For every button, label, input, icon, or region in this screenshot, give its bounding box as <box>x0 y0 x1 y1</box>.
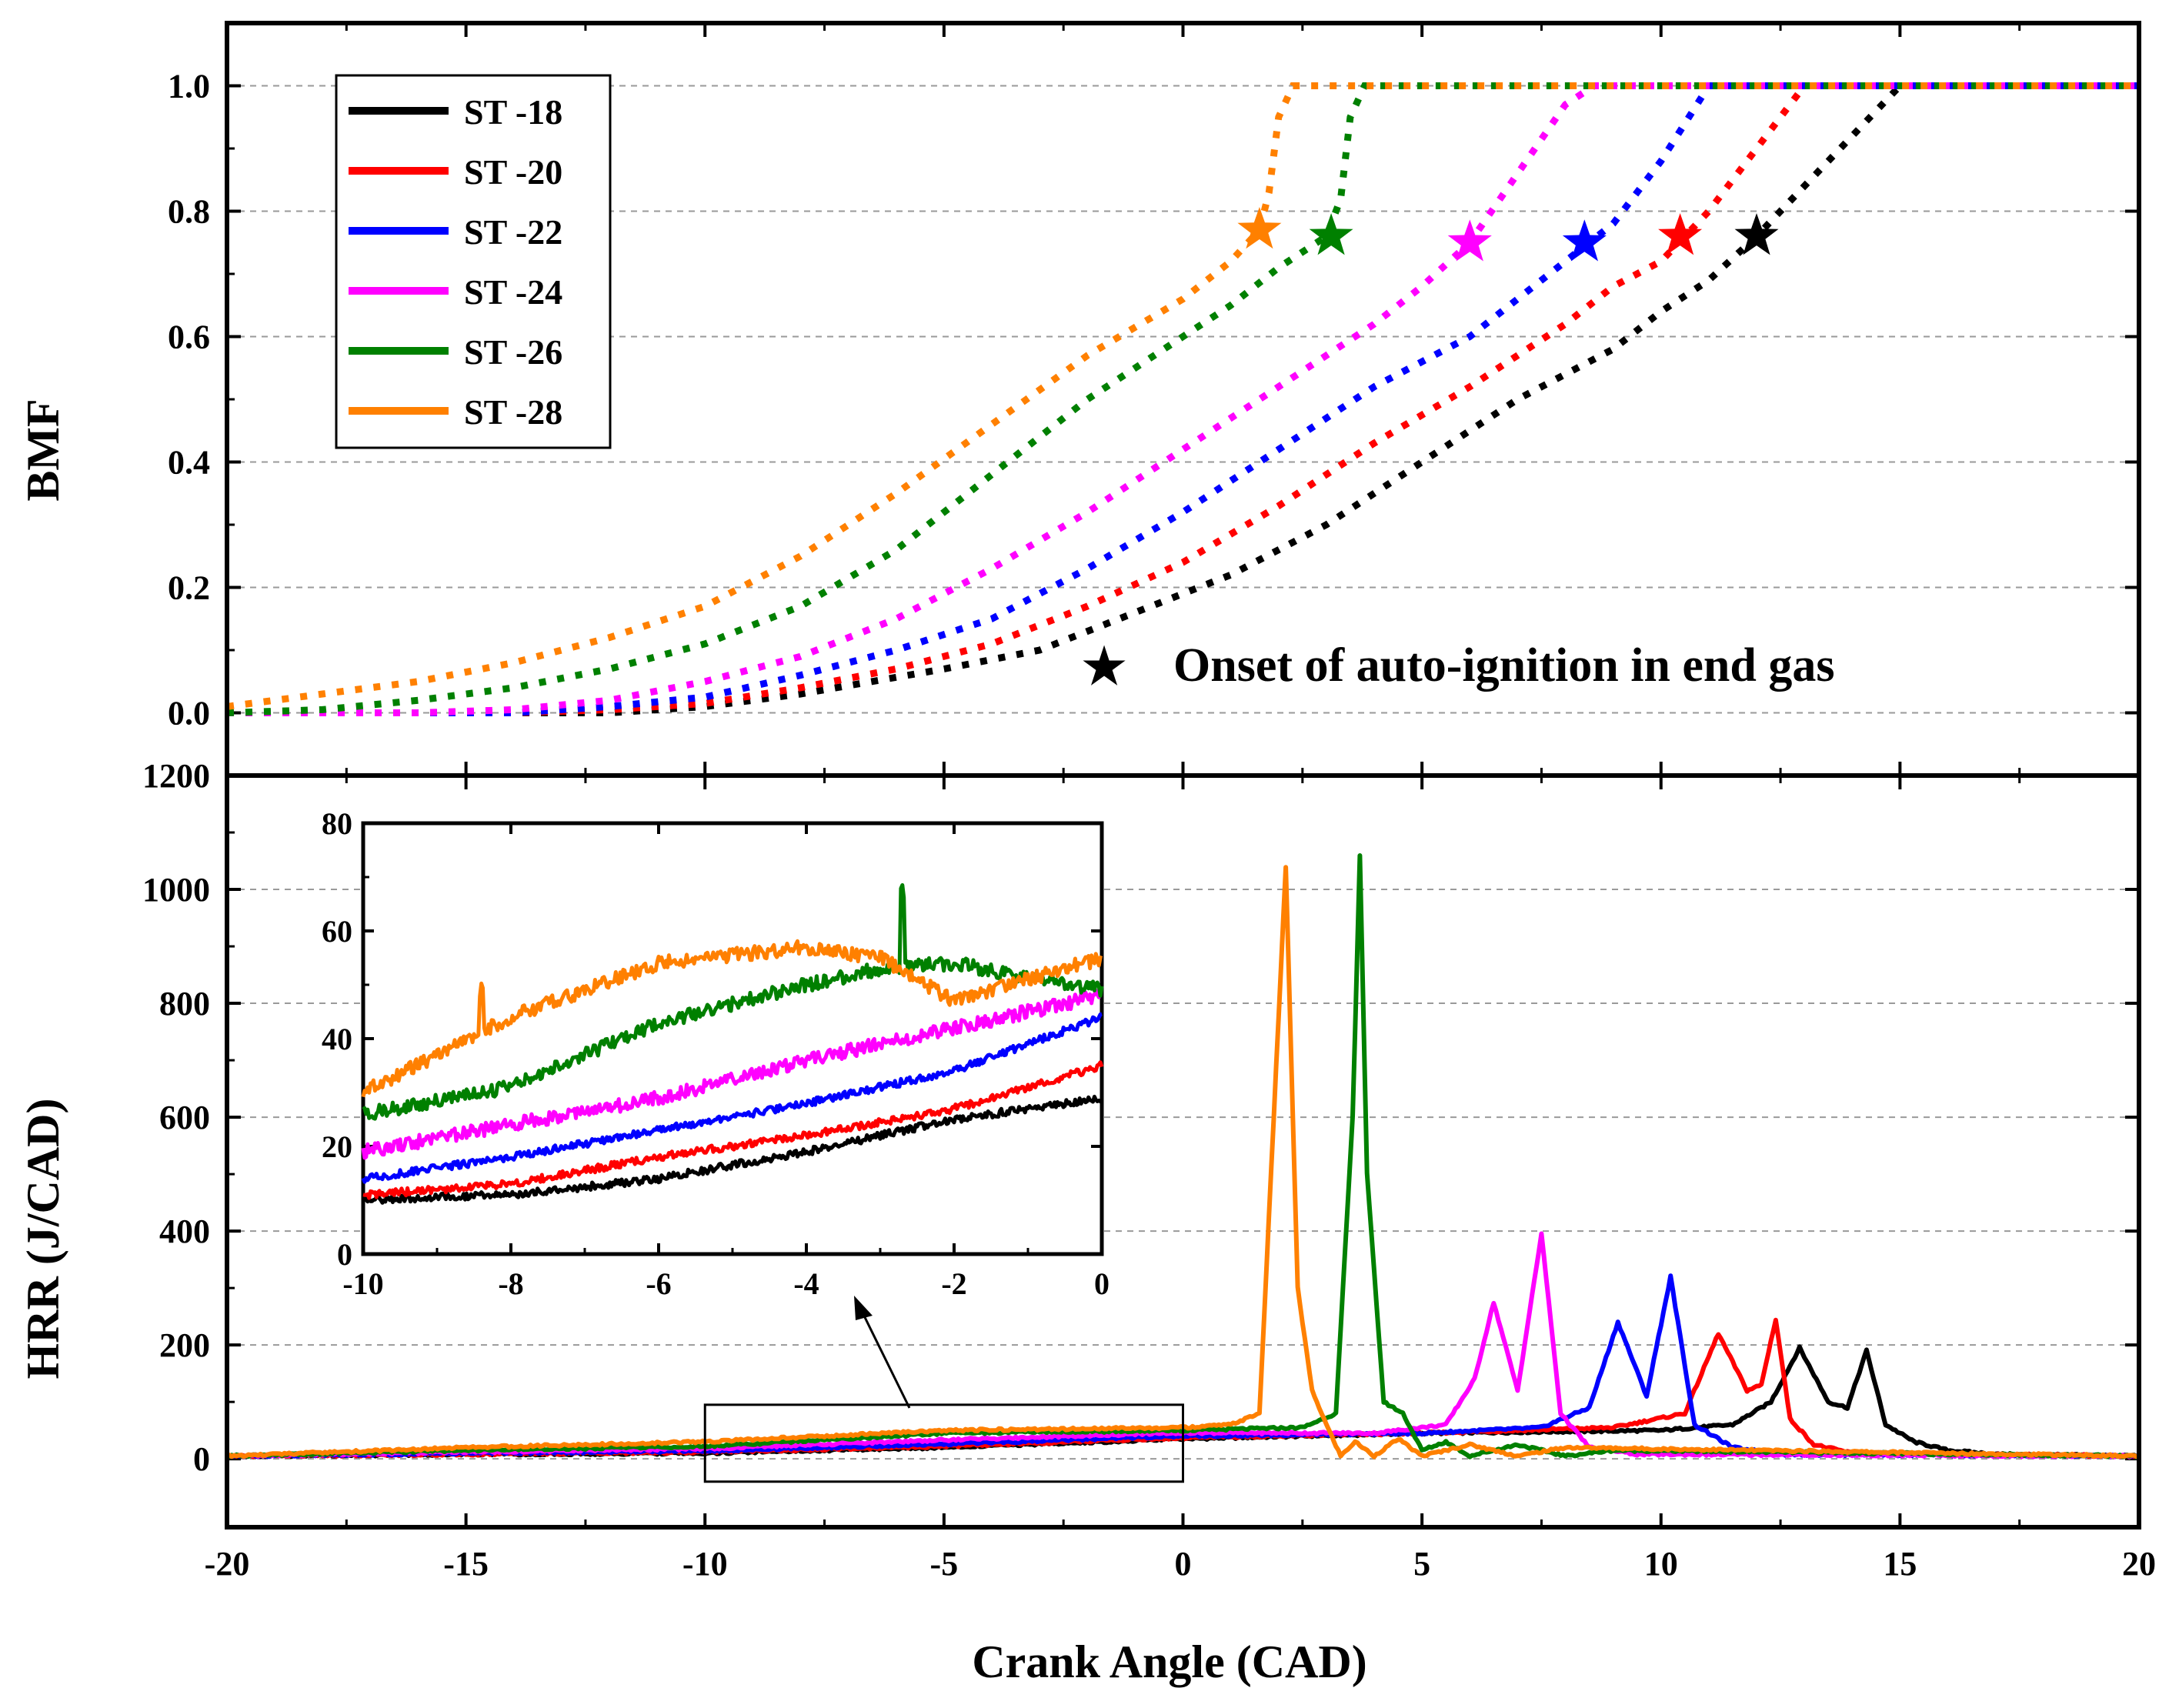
hrr-y-tick-label: 600 <box>159 1099 210 1136</box>
legend-label: ST -28 <box>464 392 562 432</box>
inset-series-ST-24 <box>361 988 1103 1160</box>
legend-label: ST -18 <box>464 92 562 132</box>
bmf-y-tick-label: 0.4 <box>168 444 210 482</box>
bmf-series-ST-20 <box>227 82 2139 716</box>
inset-y-tick-label: 0 <box>337 1237 352 1272</box>
bmf-y-tick-label: 0.8 <box>168 193 210 231</box>
legend-label: ST -20 <box>464 152 562 192</box>
inset-x-tick-label: -2 <box>941 1266 966 1301</box>
bmf-y-axis-title: BMF <box>18 399 68 501</box>
legend-label: ST -24 <box>464 272 562 312</box>
zoom-arrow-head <box>854 1296 873 1320</box>
bmf-y-tick-label: 0.0 <box>168 695 210 732</box>
legend-label: ST -26 <box>464 332 562 372</box>
inset-series-ST-18 <box>362 1094 1103 1205</box>
inset-x-tick-label: -6 <box>646 1266 671 1301</box>
x-tick-label: -5 <box>930 1545 959 1583</box>
bmf-panel: 0.0 0.2 0.4 0.6 0.8 1.0 ST -18 ST -20 ST -22 ST -… <box>168 23 2141 776</box>
inset-y-tick-label: 20 <box>322 1129 352 1164</box>
x-tick-label: -10 <box>682 1545 728 1583</box>
inset-x-tick-label: -8 <box>498 1266 523 1301</box>
panel-frames <box>225 21 2141 1530</box>
legend-box <box>335 74 612 449</box>
hrr-y-axis-title: HRR (J/CAD) <box>18 1099 68 1379</box>
bmf-y-tick-label: 0.6 <box>168 319 210 356</box>
bmf-y-tick-label: 0.2 <box>168 569 210 607</box>
inset-y-tick-label: 60 <box>322 914 352 949</box>
onset-marker-ST-26 <box>1309 213 1353 255</box>
x-tick-label: 15 <box>1883 1545 1917 1583</box>
hrr-y-tick-label: 400 <box>159 1213 210 1250</box>
bmf-series-ST-22 <box>227 82 2139 716</box>
onset-marker-ST-20 <box>1658 213 1703 255</box>
hrr-y-tick-label: 1200 <box>142 757 210 795</box>
bmf-series-ST-18 <box>227 82 2139 716</box>
inset-series-ST-22 <box>361 1012 1103 1184</box>
inset-series-ST-28 <box>361 939 1103 1098</box>
inset-series-ST-26 <box>362 882 1104 1121</box>
inset-x-tick-label: 0 <box>1094 1266 1110 1301</box>
x-axis-title: Crank Angle (CAD) <box>972 1636 1366 1687</box>
x-tick-label: 10 <box>1644 1545 1678 1583</box>
inset-y-tick-label: 40 <box>322 1022 352 1056</box>
zoom-arrow-line <box>859 1307 911 1409</box>
hrr-y-tick-label: 0 <box>193 1440 210 1478</box>
hrr-y-tick-label: 200 <box>159 1326 210 1364</box>
hrr-inset-panel: 0 20 40 60 80 -10 -8 -6 -4 -2 0 <box>322 806 1110 1301</box>
x-tick-label: -20 <box>205 1545 250 1583</box>
hrr-y-tick-label: 1000 <box>142 871 210 909</box>
onset-marker-ST-18 <box>1734 213 1779 255</box>
x-tick-label: 20 <box>2122 1545 2156 1583</box>
onset-star-icon: ★ <box>1082 639 1126 694</box>
hrr-y-tick-label: 800 <box>159 985 210 1022</box>
inset-x-tick-label: -4 <box>793 1266 819 1301</box>
x-tick-label: 5 <box>1413 1545 1430 1583</box>
onset-annotation: Onset of auto-ignition in end gas <box>1173 639 1835 692</box>
x-tick-label: -15 <box>443 1545 489 1583</box>
x-tick-label: 0 <box>1175 1545 1192 1583</box>
zoom-region-box <box>703 1403 1184 1483</box>
inset-x-tick-label: -10 <box>342 1266 383 1301</box>
onset-marker-ST-24 <box>1447 219 1492 262</box>
onset-marker-ST-28 <box>1237 207 1282 249</box>
inset-series-ST-20 <box>362 1060 1104 1200</box>
legend-label: ST -22 <box>464 212 562 252</box>
inset-y-tick-label: 80 <box>322 806 352 841</box>
onset-marker-ST-22 <box>1562 219 1607 262</box>
bmf-y-tick-label: 1.0 <box>168 68 210 105</box>
